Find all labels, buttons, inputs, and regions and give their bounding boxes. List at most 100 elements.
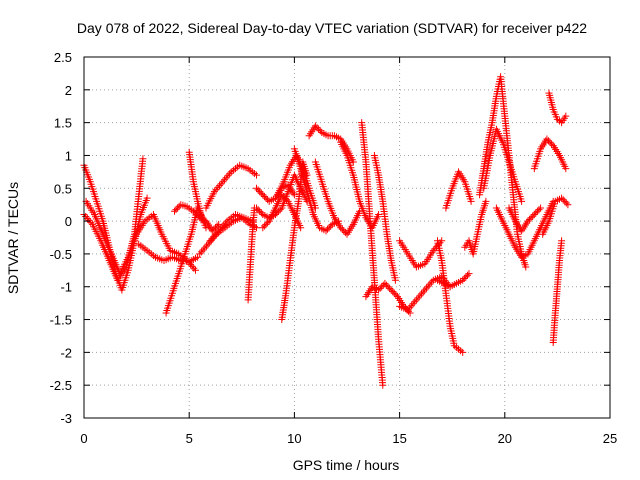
data-point bbox=[375, 286, 383, 294]
data-point bbox=[193, 211, 201, 218]
data-point bbox=[279, 193, 287, 200]
data-point bbox=[248, 217, 256, 225]
data-point bbox=[524, 217, 532, 225]
chart-title: Day 078 of 2022, Sidereal Day-to-day VTE… bbox=[77, 20, 587, 36]
data-point bbox=[254, 186, 262, 194]
data-point bbox=[174, 204, 182, 212]
data-point bbox=[462, 273, 470, 281]
data-point bbox=[259, 224, 267, 232]
data-point bbox=[548, 140, 556, 148]
data-point bbox=[256, 188, 264, 196]
data-point bbox=[253, 204, 260, 212]
series-s11 bbox=[244, 204, 258, 304]
x-tick-labels: 0 5 10 15 20 25 bbox=[80, 431, 617, 446]
series-s23 bbox=[370, 152, 399, 284]
data-point bbox=[526, 215, 533, 223]
data-point bbox=[381, 279, 389, 287]
data-point bbox=[530, 211, 538, 218]
data-point bbox=[257, 189, 265, 197]
data-point bbox=[283, 196, 290, 204]
data-point bbox=[384, 283, 392, 291]
series-s33 bbox=[505, 204, 545, 235]
data-point bbox=[465, 270, 473, 278]
series-s29 bbox=[461, 197, 490, 258]
data-point bbox=[262, 194, 270, 202]
data-point bbox=[562, 112, 570, 120]
data-point bbox=[322, 227, 330, 235]
data-point bbox=[340, 227, 348, 235]
data-point bbox=[172, 206, 180, 214]
plot-frame bbox=[83, 56, 611, 419]
data-point bbox=[387, 286, 395, 294]
y-tick-labels: -3 -2.5 -2 -1.5 -1 -0.5 0 0.5 1 1.5 2 2.5 bbox=[50, 50, 72, 426]
data-point bbox=[325, 224, 333, 232]
y-tick-label: -3 bbox=[60, 411, 72, 426]
data-point bbox=[561, 197, 569, 205]
y-tick-label: 1 bbox=[65, 148, 72, 163]
data-point bbox=[562, 199, 570, 207]
y-tick-label: 2.5 bbox=[54, 50, 72, 65]
series-s28 bbox=[442, 168, 475, 212]
data-point bbox=[208, 227, 216, 235]
series-s18 bbox=[305, 122, 357, 166]
y-tick-label: -0.5 bbox=[50, 247, 72, 262]
series-layer bbox=[80, 73, 572, 389]
data-point bbox=[253, 224, 260, 232]
series-s36 bbox=[545, 89, 570, 127]
series-s9 bbox=[202, 161, 260, 212]
y-tick-label: -2.5 bbox=[50, 378, 72, 393]
y-tick-label: -2 bbox=[60, 345, 72, 360]
data-point bbox=[260, 193, 268, 200]
series-s14 bbox=[259, 191, 305, 232]
x-tick-label: 15 bbox=[392, 431, 406, 446]
series-s21 bbox=[358, 119, 387, 389]
series-s3 bbox=[82, 197, 199, 278]
data-point bbox=[518, 197, 526, 205]
data-point bbox=[256, 207, 264, 215]
data-point bbox=[537, 204, 545, 212]
data-point bbox=[143, 194, 151, 202]
series-s35 bbox=[539, 194, 572, 238]
data-point bbox=[327, 222, 335, 230]
data-point bbox=[311, 122, 319, 130]
data-point bbox=[545, 137, 552, 145]
x-tick-label: 20 bbox=[498, 431, 512, 446]
series-s34 bbox=[530, 135, 570, 173]
data-point bbox=[562, 165, 570, 173]
data-point bbox=[253, 171, 260, 179]
data-point bbox=[264, 219, 272, 227]
data-point bbox=[171, 207, 178, 215]
data-point bbox=[262, 220, 270, 228]
data-point bbox=[535, 206, 543, 214]
series-s32 bbox=[492, 197, 557, 261]
data-point bbox=[337, 224, 345, 232]
data-point bbox=[464, 271, 471, 279]
data-point bbox=[139, 155, 147, 163]
data-point bbox=[260, 222, 268, 230]
series-s17 bbox=[290, 145, 343, 235]
data-point bbox=[210, 225, 218, 233]
y-axis-label: SDTVAR / TECUs bbox=[5, 182, 21, 294]
data-point bbox=[382, 281, 390, 289]
y-tick-label: 0 bbox=[65, 214, 72, 229]
data-point bbox=[276, 206, 284, 214]
series-s27 bbox=[434, 270, 473, 291]
data-point bbox=[257, 209, 265, 217]
series-s31 bbox=[480, 125, 526, 205]
data-point bbox=[392, 291, 400, 299]
series-s24 bbox=[396, 237, 446, 271]
data-point bbox=[527, 214, 535, 222]
data-point bbox=[376, 284, 384, 292]
data-point bbox=[390, 289, 398, 297]
data-point bbox=[192, 266, 199, 274]
series-s20 bbox=[337, 138, 383, 232]
data-point bbox=[313, 124, 321, 132]
data-point bbox=[386, 284, 394, 292]
data-point bbox=[459, 348, 467, 356]
data-point bbox=[532, 209, 540, 217]
axis-ticks bbox=[83, 56, 611, 419]
x-tick-label: 0 bbox=[80, 431, 87, 446]
data-point bbox=[459, 276, 467, 284]
series-s26 bbox=[434, 237, 467, 356]
data-point bbox=[349, 158, 357, 166]
